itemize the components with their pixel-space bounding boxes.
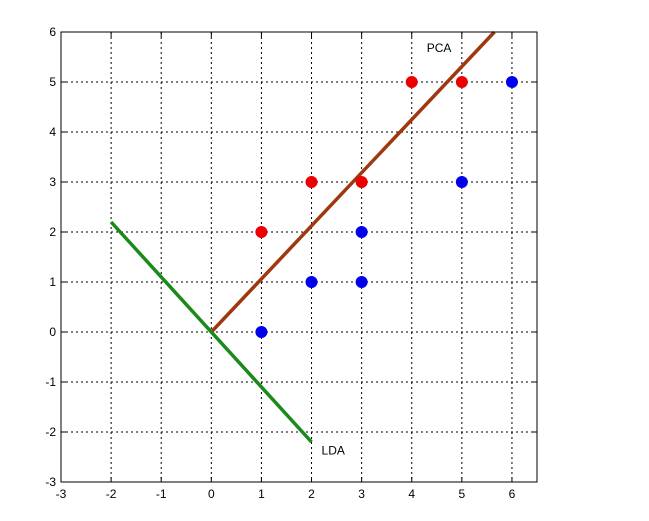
x-tick-label: -2 — [106, 487, 117, 501]
data-point — [255, 226, 268, 238]
data-point — [255, 326, 268, 338]
y-tick-label: 4 — [49, 125, 56, 139]
y-tick-label: 1 — [49, 275, 56, 289]
data-point — [455, 76, 468, 88]
data-point — [305, 176, 318, 188]
y-tick-label: 6 — [49, 25, 56, 39]
labels: PCA LDA — [322, 41, 452, 458]
projection-lines — [109, 30, 496, 444]
data-point — [355, 276, 368, 288]
y-tick-label: 2 — [49, 225, 56, 239]
pca-line — [210, 30, 496, 334]
x-tick-label: 1 — [258, 487, 265, 501]
x-tick-label: -3 — [56, 487, 67, 501]
x-tick-label: 0 — [208, 487, 215, 501]
lda-line — [109, 220, 313, 444]
annotation-label: PCA — [427, 41, 452, 55]
x-tick-label: -1 — [156, 487, 167, 501]
x-tick-label: 4 — [408, 487, 415, 501]
y-tick-label: 5 — [49, 75, 56, 89]
y-tick-label: -3 — [45, 475, 56, 489]
y-tick-label: -1 — [45, 375, 56, 389]
data-point — [455, 176, 468, 188]
y-tick-label: 0 — [49, 325, 56, 339]
data-point — [405, 76, 418, 88]
data-point — [305, 276, 318, 288]
data-point — [505, 76, 518, 88]
data-point — [355, 176, 368, 188]
x-tick-label: 5 — [458, 487, 465, 501]
data-point — [355, 226, 368, 238]
y-tick-label: -2 — [45, 425, 56, 439]
axes-frame — [60, 31, 538, 483]
x-tick-label: 6 — [509, 487, 516, 501]
data-points — [255, 76, 518, 338]
x-tick-label: 3 — [358, 487, 365, 501]
axes: -3 -2 -1 0 1 2 3 4 5 6 -3 -2 -1 0 1 2 3 4 5 6 — [45, 25, 538, 501]
y-tick-label: 3 — [49, 175, 56, 189]
grid — [61, 32, 537, 482]
annotation-label: LDA — [322, 444, 345, 458]
x-tick-label: 2 — [308, 487, 315, 501]
